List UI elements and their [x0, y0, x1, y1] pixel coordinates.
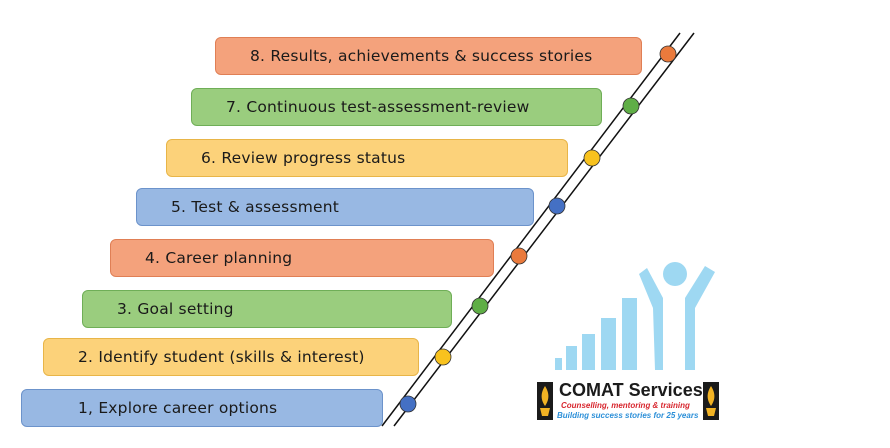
flame-badge-right-icon [703, 382, 719, 420]
step-4: 4. Career planning [110, 239, 494, 277]
logo-bar-3 [582, 334, 595, 370]
flame-badge-left-icon [537, 382, 553, 420]
step-3: 3. Goal setting [82, 290, 452, 328]
brand-name: COMAT Services [559, 380, 703, 400]
step-2-label: 2. Identify student (skills & interest) [78, 348, 365, 366]
success-figure-logo [555, 262, 715, 370]
logo-bar-1 [555, 358, 562, 370]
logo-person-body [639, 266, 715, 370]
step-4-label: 4. Career planning [145, 249, 293, 267]
step-7: 7. Continuous test-assessment-review [191, 88, 602, 126]
step-1-label: 1, Explore career options [78, 399, 278, 417]
logo-bar-4 [601, 318, 616, 370]
logo-person-head [663, 262, 687, 286]
step-1-connector-dot [399, 395, 417, 413]
comat-brand: COMAT Services Counselling, mentoring & … [537, 378, 720, 424]
step-3-connector-dot [471, 297, 489, 315]
step-2-connector-dot [434, 348, 452, 366]
brand-slogan: Building success stories for 25 years [557, 411, 699, 420]
step-1: 1, Explore career options [21, 389, 383, 427]
step-6-connector-dot [583, 149, 601, 167]
step-8-connector-dot [659, 45, 677, 63]
step-3-label: 3. Goal setting [117, 300, 234, 318]
logo-bar-5 [622, 298, 637, 370]
step-8-label: 8. Results, achievements & success stori… [250, 47, 593, 65]
step-7-connector-dot [622, 97, 640, 115]
step-6: 6. Review progress status [166, 139, 568, 177]
step-2: 2. Identify student (skills & interest) [43, 338, 419, 376]
step-5-label: 5. Test & assessment [171, 198, 340, 216]
step-7-label: 7. Continuous test-assessment-review [226, 98, 530, 116]
step-4-connector-dot [510, 247, 528, 265]
step-8: 8. Results, achievements & success stori… [215, 37, 642, 75]
step-5-connector-dot [548, 197, 566, 215]
brand-tagline: Counselling, mentoring & training [561, 401, 690, 410]
step-5: 5. Test & assessment [136, 188, 534, 226]
step-6-label: 6. Review progress status [201, 149, 406, 167]
logo-bar-2 [566, 346, 577, 370]
